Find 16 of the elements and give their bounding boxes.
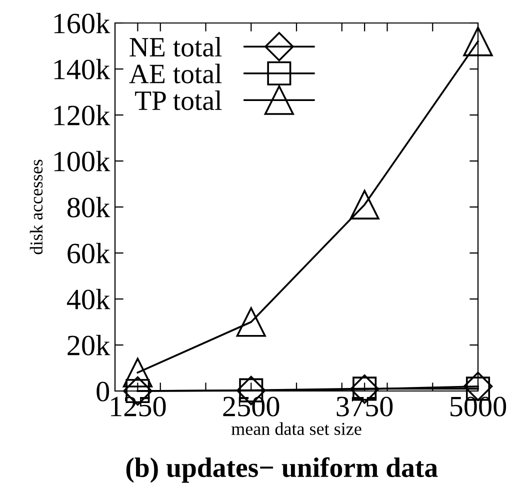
y-tick-label: 160k	[54, 12, 110, 34]
legend-label: TP total	[135, 90, 222, 110]
y-tick-label: 20k	[68, 334, 110, 356]
legend-label: NE total	[130, 37, 222, 57]
y-tick-label: 80k	[68, 196, 110, 218]
x-axis-title: mean data set size	[231, 422, 362, 436]
y-axis-title: disk accesses	[30, 160, 43, 254]
y-tick-label: 40k	[66, 288, 110, 310]
y-tick-label: 100k	[54, 150, 110, 172]
text: (b) updates− uniform data	[126, 457, 438, 483]
legend-label: AE total	[129, 64, 222, 84]
x-tick-label: 5000	[450, 396, 506, 416]
y-tick-label: 60k	[68, 242, 110, 264]
y-tick-label: 140k	[54, 58, 110, 80]
y-tick-label: 120k	[54, 104, 110, 126]
y-tick-label: 0	[96, 382, 110, 402]
